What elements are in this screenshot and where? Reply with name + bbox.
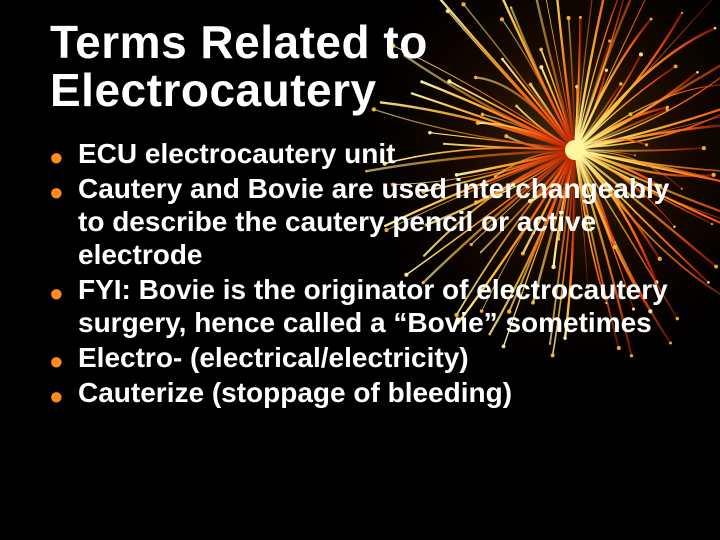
bullet-marker-icon: • <box>50 344 63 380</box>
bullet-marker-icon: • <box>50 140 63 176</box>
list-item: • ECU electrocautery unit <box>50 137 680 170</box>
list-item: • Electro- (electrical/electricity) <box>50 341 680 374</box>
bullet-text: Cautery and Bovie are used interchangeab… <box>78 173 669 270</box>
slide: Terms Related to Electrocautery • ECU el… <box>0 0 720 540</box>
bullet-text: FYI: Bovie is the originator of electroc… <box>78 274 668 338</box>
bullet-text: ECU electrocautery unit <box>78 138 395 169</box>
bullet-text: Cauterize (stoppage of bleeding) <box>78 377 512 408</box>
list-item: • Cauterize (stoppage of bleeding) <box>50 376 680 409</box>
list-item: • FYI: Bovie is the originator of electr… <box>50 273 680 339</box>
bullet-text: Electro- (electrical/electricity) <box>78 342 469 373</box>
bullet-marker-icon: • <box>50 175 63 211</box>
bullet-marker-icon: • <box>50 276 63 312</box>
list-item: • Cautery and Bovie are used interchange… <box>50 172 680 271</box>
bullet-list: • ECU electrocautery unit • Cautery and … <box>50 137 680 409</box>
slide-title: Terms Related to Electrocautery <box>50 18 680 115</box>
bullet-marker-icon: • <box>50 379 63 415</box>
